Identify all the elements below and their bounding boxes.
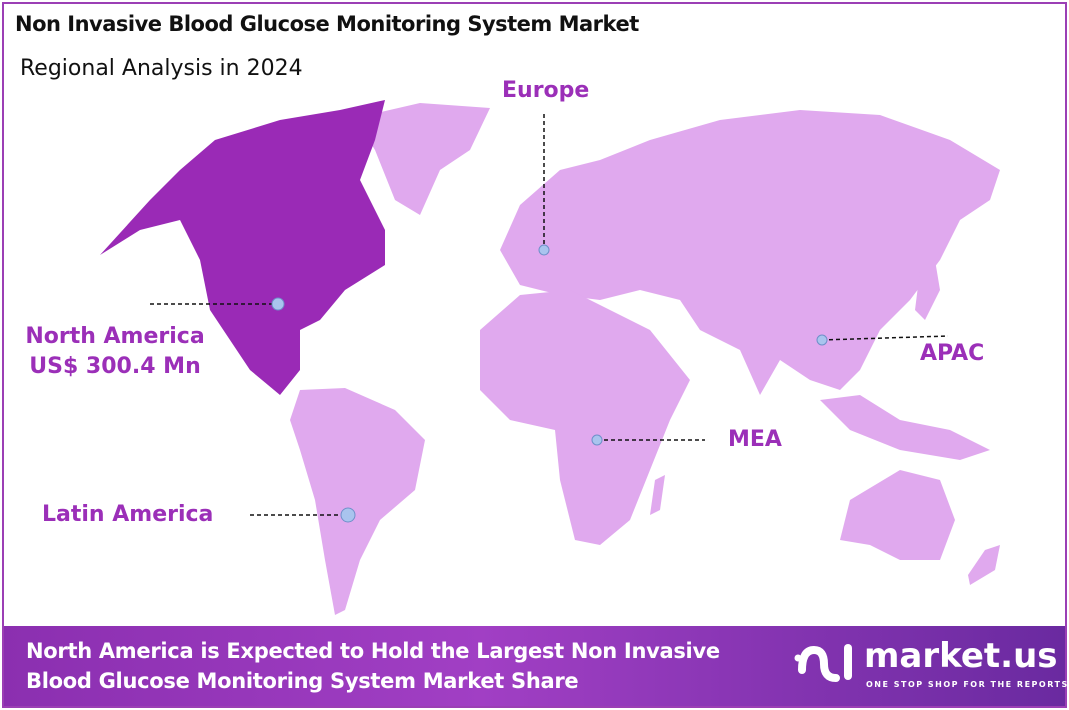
- north-america-label: North America US$ 300.4 Mn: [20, 322, 210, 382]
- australia: [840, 470, 955, 560]
- europe-marker: [538, 244, 550, 256]
- africa: [480, 290, 690, 545]
- europe-asia: [500, 110, 1000, 395]
- world-map: [100, 100, 1000, 615]
- footer-line-1: North America is Expected to Hold the La…: [26, 639, 720, 663]
- page-title: Non Invasive Blood Glucose Monitoring Sy…: [15, 12, 639, 36]
- footer-banner: North America is Expected to Hold the La…: [4, 626, 1067, 706]
- apac-marker: [816, 334, 828, 346]
- region-value: US$ 300.4 Mn: [29, 354, 201, 379]
- europe-label: Europe: [502, 78, 590, 103]
- north-america-marker: [271, 297, 285, 311]
- page-subtitle: Regional Analysis in 2024: [20, 56, 303, 81]
- market-us-logo: market.us ONE STOP SHOP FOR THE REPORTS: [794, 636, 1067, 689]
- mea-label: MEA: [728, 427, 782, 452]
- south-america: [290, 388, 425, 615]
- logo-mark-icon: [794, 644, 852, 682]
- logo-name: market.us: [864, 636, 1058, 676]
- new-zealand: [968, 545, 1000, 585]
- japan: [915, 260, 940, 320]
- southeast-asia: [820, 395, 990, 460]
- footer-text: North America is Expected to Hold the La…: [26, 636, 720, 696]
- north-america: [100, 100, 385, 395]
- madagascar: [650, 475, 665, 515]
- region-name: North America: [25, 324, 205, 349]
- greenland: [355, 103, 490, 215]
- logo-tagline: ONE STOP SHOP FOR THE REPORTS: [866, 680, 1069, 689]
- footer-line-2: Blood Glucose Monitoring System Market S…: [26, 669, 579, 693]
- apac-label: APAC: [920, 341, 985, 366]
- mea-marker: [591, 434, 603, 446]
- apac-leader: [821, 335, 949, 341]
- latin-america-label: Latin America: [42, 502, 214, 527]
- latin-america-marker: [340, 507, 356, 523]
